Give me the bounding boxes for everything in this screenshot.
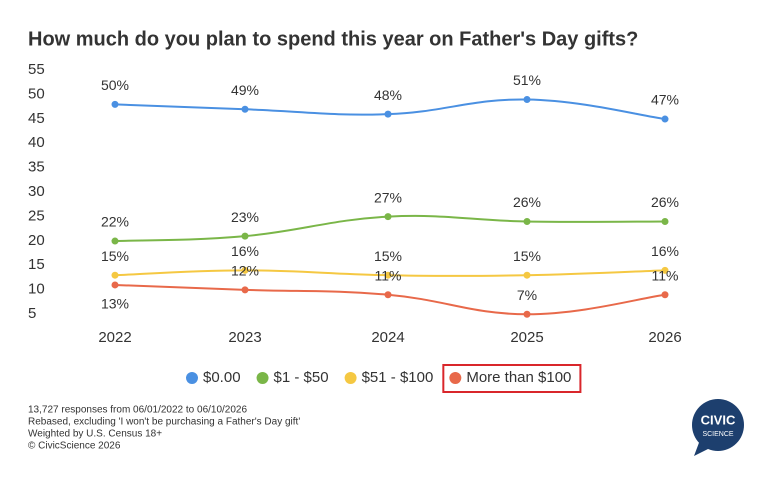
data-label: 12% [231, 263, 259, 279]
y-tick-label: 5 [28, 305, 36, 322]
data-point [384, 271, 392, 279]
y-tick-label: 35 [28, 159, 45, 176]
data-point [523, 96, 531, 104]
x-tick-label: 2025 [510, 329, 543, 346]
x-tick-label: 2026 [648, 329, 681, 346]
footnote: Weighted by U.S. Census 18+ [28, 429, 162, 440]
data-point [661, 218, 669, 226]
x-tick-label: 2022 [98, 329, 131, 346]
legend-highlight [442, 364, 582, 393]
data-point [384, 110, 392, 118]
y-tick-label: 30 [28, 183, 45, 200]
legend-label: $0.00 [203, 369, 241, 386]
data-point [661, 115, 669, 123]
chart-title: How much do you plan to spend this year … [28, 28, 638, 50]
data-point [241, 105, 249, 113]
logo-tail [694, 440, 712, 456]
series-line [114, 214, 666, 243]
y-tick-label: 45 [28, 110, 45, 127]
data-label: 16% [231, 243, 259, 259]
data-label: 11% [652, 267, 679, 283]
footnote: Rebased, excluding 'I won't be purchasin… [28, 417, 300, 428]
data-point [241, 232, 249, 240]
y-tick-label: 50 [28, 85, 45, 102]
data-label: 15% [374, 248, 402, 264]
data-label: 22% [101, 214, 129, 230]
y-tick-label: 40 [28, 134, 45, 151]
footnote: 13,727 responses from 06/01/2022 to 06/1… [28, 405, 247, 416]
data-point [384, 213, 392, 221]
data-point [661, 291, 669, 299]
data-point [111, 100, 119, 108]
logo-text: SCIENCE [702, 431, 733, 438]
data-label: 49% [231, 82, 259, 98]
legend-label: $1 - $50 [274, 369, 329, 386]
logo-text: CIVIC [701, 412, 736, 427]
data-point [111, 237, 119, 245]
y-tick-label: 25 [28, 207, 45, 224]
data-point [661, 266, 669, 274]
y-tick-label: 10 [28, 281, 45, 298]
data-point [241, 266, 249, 274]
data-label: 26% [651, 194, 679, 210]
logo-circle [692, 399, 744, 451]
data-point [241, 286, 249, 294]
data-label: 48% [374, 87, 402, 103]
data-label: 27% [374, 189, 402, 205]
data-label: 7% [517, 287, 537, 303]
data-label: 23% [231, 209, 259, 225]
legend-label: $51 - $100 [362, 369, 434, 386]
data-label: 13% [101, 296, 129, 312]
legend-marker [449, 372, 462, 384]
series-line [114, 283, 666, 316]
data-point [111, 281, 119, 289]
footnote: © CivicScience 2026 [28, 441, 121, 452]
legend-marker [186, 372, 198, 384]
y-tick-label: 20 [28, 232, 45, 249]
data-point [384, 291, 392, 299]
legend-label: More than $100 [466, 369, 571, 386]
data-point [111, 271, 119, 279]
data-point [523, 271, 531, 279]
data-label: 16% [651, 243, 679, 259]
data-label: 11% [375, 267, 402, 283]
y-tick-label: 15 [28, 256, 45, 273]
data-label: 50% [101, 77, 129, 93]
legend-marker [256, 372, 269, 384]
data-label: 47% [651, 92, 679, 108]
data-label: 15% [101, 248, 129, 264]
data-label: 15% [513, 248, 541, 264]
x-tick-label: 2023 [228, 329, 261, 346]
data-point [523, 218, 531, 226]
logo: CIVIC SCIENCE [692, 399, 744, 456]
legend-marker [344, 372, 357, 384]
data-label: 51% [513, 72, 541, 88]
data-point [523, 310, 531, 318]
x-tick-label: 2024 [371, 329, 404, 346]
y-tick-label: 55 [28, 61, 45, 78]
data-label: 26% [513, 194, 541, 210]
